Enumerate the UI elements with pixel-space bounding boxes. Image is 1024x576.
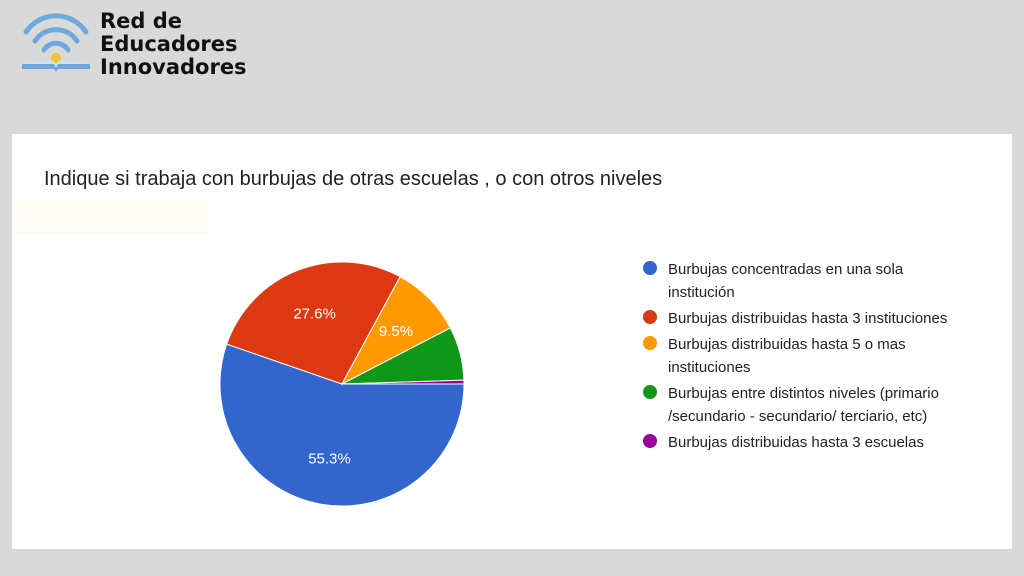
legend-swatch bbox=[643, 336, 657, 350]
legend-swatch bbox=[643, 310, 657, 324]
legend-label: Burbujas concentradas en una sola instit… bbox=[668, 261, 904, 301]
pie-chart: 55.3% 27.6% 9.5% bbox=[219, 261, 465, 507]
slice-label: 27.6% bbox=[293, 305, 336, 322]
pie-slice bbox=[219, 343, 465, 507]
chart-legend: Burbujas concentradas en una sola instit… bbox=[642, 258, 972, 457]
legend-label: Burbujas entre distintos niveles (primar… bbox=[668, 385, 939, 425]
legend-item: Burbujas entre distintos niveles (primar… bbox=[642, 382, 972, 428]
legend-label: Burbujas distribuidas hasta 3 institucio… bbox=[668, 310, 948, 327]
legend-item: Burbujas distribuidas hasta 3 institucio… bbox=[642, 307, 972, 330]
pie-slice bbox=[341, 379, 465, 385]
wifi-book-icon bbox=[22, 13, 90, 72]
legend-item: Burbujas distribuidas hasta 3 escuelas bbox=[642, 431, 972, 454]
slice-label: 55.3% bbox=[308, 451, 351, 468]
legend-swatch bbox=[643, 261, 657, 275]
legend-label: Burbujas distribuidas hasta 5 o mas inst… bbox=[668, 336, 906, 376]
legend-label: Burbujas distribuidas hasta 3 escuelas bbox=[668, 434, 924, 451]
highlight-box bbox=[16, 200, 208, 234]
legend-swatch bbox=[643, 385, 657, 399]
legend-item: Burbujas distribuidas hasta 5 o mas inst… bbox=[642, 333, 972, 379]
brand-name: Red de Educadores Innovadores bbox=[100, 10, 247, 79]
brand-line: Innovadores bbox=[100, 55, 247, 79]
brand-logo: Red de Educadores Innovadores bbox=[18, 8, 278, 80]
chart-title: Indique si trabaja con burbujas de otras… bbox=[44, 168, 663, 190]
legend-swatch bbox=[643, 434, 657, 448]
brand-line: Red de bbox=[100, 9, 183, 33]
chart-card: Indique si trabaja con burbujas de otras… bbox=[12, 134, 1012, 549]
pie-slice bbox=[226, 261, 401, 385]
legend-item: Burbujas concentradas en una sola instit… bbox=[642, 258, 972, 304]
slice-label: 9.5% bbox=[379, 323, 413, 340]
brand-line: Educadores bbox=[100, 32, 238, 56]
